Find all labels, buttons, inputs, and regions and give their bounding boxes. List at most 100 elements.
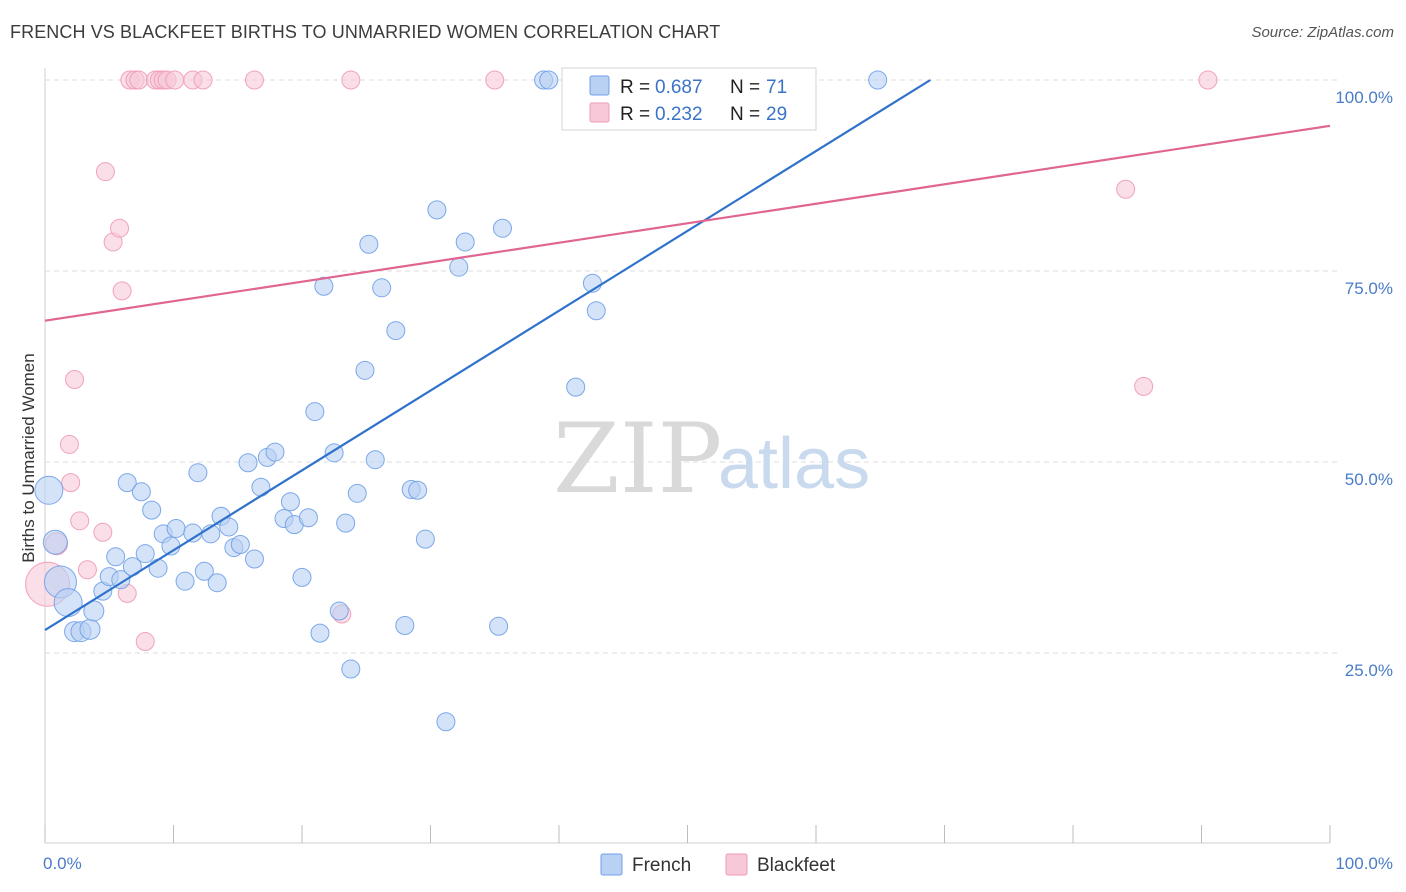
blackfeet-point	[70, 511, 90, 531]
axes	[44, 68, 1331, 844]
legend-n-label-french: N =	[730, 77, 760, 98]
french-point	[449, 257, 469, 277]
french-point	[341, 659, 361, 679]
blackfeet-point	[112, 281, 132, 301]
blackfeet-point	[129, 70, 149, 90]
french-point	[265, 442, 285, 462]
legend-r-label-french: R =	[620, 77, 650, 98]
blackfeet-point	[341, 70, 361, 90]
legend-swatch-french	[589, 75, 610, 96]
blackfeet-point	[485, 70, 505, 90]
x-tick-label: 100.0%	[1335, 854, 1393, 873]
french-point	[42, 529, 68, 555]
blackfeet-point	[65, 369, 85, 389]
french-point	[310, 623, 330, 643]
blackfeet-point	[1198, 70, 1218, 90]
legend-n-label-blackfeet: N =	[730, 104, 760, 125]
french-point	[53, 588, 83, 618]
y-tick-label: 100.0%	[1335, 88, 1393, 107]
blackfeet-point	[77, 560, 97, 580]
french-point	[427, 200, 447, 220]
french-point	[131, 482, 151, 502]
blackfeet-point	[135, 632, 155, 652]
y-tick-label: 25.0%	[1345, 661, 1393, 680]
data-points	[25, 70, 1218, 732]
y-tick-label: 50.0%	[1345, 470, 1393, 489]
french-point	[230, 535, 250, 555]
blackfeet-point	[165, 70, 185, 90]
blackfeet-point	[59, 434, 79, 454]
french-point	[166, 518, 186, 538]
french-point	[219, 517, 239, 537]
y-tick-label: 75.0%	[1345, 279, 1393, 298]
bottom-legend-swatch-french	[600, 853, 623, 876]
french-point	[415, 529, 435, 549]
blackfeet-point	[193, 70, 213, 90]
french-trendline	[44, 79, 931, 632]
french-point	[79, 618, 101, 640]
legend-r-value-blackfeet: 0.232	[655, 104, 703, 125]
blackfeet-point	[95, 162, 115, 182]
french-point	[395, 615, 415, 635]
french-point	[489, 616, 509, 636]
french-point	[329, 601, 349, 621]
blackfeet-point	[1134, 376, 1154, 396]
y-axis-label: Births to Unmarried Women	[19, 353, 38, 562]
y-tick-labels: 25.0% 50.0% 75.0% 100.0%	[1335, 88, 1393, 680]
blackfeet-point	[110, 218, 130, 238]
french-point	[280, 492, 300, 512]
bottom-legend-label-french: French	[632, 855, 691, 876]
french-point	[386, 321, 406, 341]
trendlines	[44, 79, 1331, 632]
french-point	[292, 567, 312, 587]
french-point	[298, 508, 318, 528]
french-point	[539, 70, 559, 90]
bottom-legend-swatch-blackfeet	[725, 853, 748, 876]
french-point	[135, 544, 155, 564]
bottom-legend-label-blackfeet: Blackfeet	[757, 855, 836, 876]
french-point	[436, 712, 456, 732]
french-point	[365, 450, 385, 470]
blackfeet-point	[61, 473, 81, 493]
french-point	[455, 232, 475, 252]
french-point	[175, 571, 195, 591]
blackfeet-point	[244, 70, 264, 90]
x-tick-label: 0.0%	[43, 854, 82, 873]
french-point	[372, 278, 392, 298]
blackfeet-point	[93, 522, 113, 542]
series-legend: French Blackfeet	[600, 853, 836, 876]
french-point	[347, 483, 367, 503]
french-point	[142, 500, 162, 520]
watermark-atlas: atlas	[718, 424, 870, 504]
french-point	[244, 549, 264, 569]
legend-n-value-french: 71	[766, 77, 787, 98]
french-point	[117, 473, 137, 493]
french-point	[238, 453, 258, 473]
legend-r-label-blackfeet: R =	[620, 104, 650, 125]
french-point	[148, 558, 168, 578]
source-credit: Source: ZipAtlas.com	[1251, 24, 1394, 41]
french-point	[355, 360, 375, 380]
french-point	[207, 573, 227, 593]
watermark-zip: ZIP	[553, 403, 722, 515]
legend-swatch-blackfeet	[589, 102, 610, 123]
french-point	[194, 561, 214, 581]
french-point	[566, 377, 586, 397]
french-point	[868, 70, 888, 90]
french-point	[586, 301, 606, 321]
blackfeet-point	[1116, 179, 1136, 199]
blackfeet-trendline	[44, 124, 1331, 322]
legend-n-value-blackfeet: 29	[766, 104, 787, 125]
french-point	[408, 480, 428, 500]
french-point	[251, 477, 271, 497]
french-point	[106, 547, 126, 567]
x-tick-labels: 0.0% 100.0%	[43, 854, 1393, 873]
french-point	[111, 570, 131, 590]
french-point	[336, 513, 356, 533]
chart-title: FRENCH VS BLACKFEET BIRTHS TO UNMARRIED …	[10, 22, 721, 42]
legend-r-value-french: 0.687	[655, 77, 703, 98]
gridlines	[45, 79, 1340, 654]
french-point	[359, 234, 379, 254]
french-point	[305, 402, 325, 422]
